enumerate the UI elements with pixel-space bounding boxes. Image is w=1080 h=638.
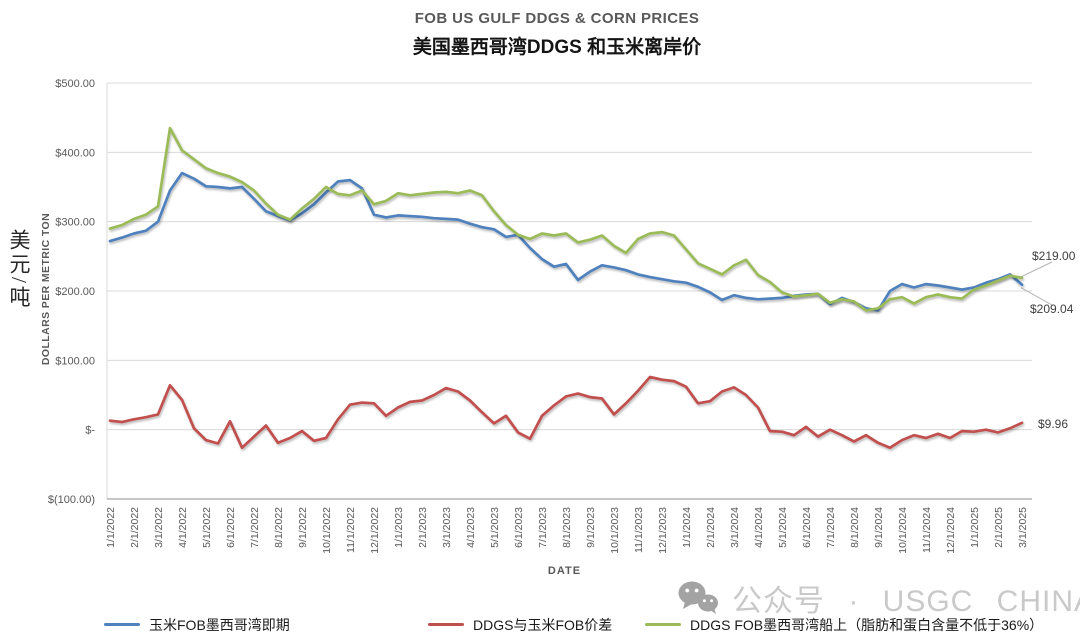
x-tick-label: 10/1/2023: [609, 507, 621, 554]
x-tick-label: 7/1/2022: [249, 507, 261, 548]
x-tick-label: 7/1/2023: [537, 507, 549, 548]
x-tick-label: 2/1/2024: [705, 507, 717, 548]
x-tick-label: 5/1/2024: [777, 507, 789, 548]
y-tick-label: $100.00: [55, 355, 95, 367]
x-tick-label: 4/1/2024: [753, 507, 765, 548]
legend-label-ddgs: DDGS FOB墨西哥湾船上（脂肪和蛋白含量不低于36%）: [690, 616, 1044, 633]
y-tick-label: $200.00: [55, 286, 95, 298]
x-tick-label: 2/1/2022: [129, 507, 141, 548]
chart-subtitle: 美国墨西哥湾DDGS 和玉米离岸价: [412, 37, 702, 58]
end-label-ddgs: $219.00: [1032, 249, 1076, 263]
legend-swatch-ddgs: [645, 622, 681, 627]
x-tick-label: 9/1/2022: [297, 507, 309, 548]
y-tick-label: $(100.00): [48, 494, 95, 506]
legend-label-corn: 玉米FOB墨西哥湾即期: [149, 616, 290, 633]
x-tick-label: 8/1/2024: [849, 507, 861, 548]
chart-title: FOB US GULF DDGS & CORN PRICES: [414, 10, 700, 27]
legend-swatch-spread: [428, 622, 464, 627]
end-label-spread: $9.96: [1038, 417, 1069, 431]
wechat-icon: [678, 581, 718, 614]
x-tick-label: 12/1/2024: [945, 507, 957, 554]
x-tick-label: 6/1/2022: [225, 507, 237, 548]
x-tick-label: 2/1/2025: [993, 507, 1005, 548]
x-tick-label: 4/1/2023: [465, 507, 477, 548]
legend: 玉米FOB墨西哥湾即期 DDGS与玉米FOB价差 DDGS FOB墨西哥湾船上（…: [0, 611, 1080, 638]
y-tick-label: $300.00: [55, 217, 95, 229]
series-line-0: [108, 171, 1024, 312]
x-tick-label: 3/1/2023: [441, 507, 453, 548]
legend-label-spread: DDGS与玉米FOB价差: [473, 616, 613, 633]
x-tick-label: 10/1/2022: [321, 507, 333, 554]
legend-item-corn: 玉米FOB墨西哥湾即期: [104, 611, 290, 638]
x-tick-label: 5/1/2023: [489, 507, 501, 548]
x-tick-label: 6/1/2024: [801, 507, 813, 548]
legend-item-ddgs: DDGS FOB墨西哥湾船上（脂肪和蛋白含量不低于36%）: [645, 611, 1043, 638]
leader-line-ddgs: [1018, 261, 1053, 279]
leader-line-corn: [1020, 287, 1053, 306]
y-tick-label: $-: [85, 425, 95, 437]
x-tick-label: 6/1/2023: [513, 507, 525, 548]
x-tick-label: 1/1/2025: [969, 507, 981, 548]
legend-item-spread: DDGS与玉米FOB价差: [428, 611, 612, 638]
x-tick-label: 9/1/2024: [873, 507, 885, 548]
x-tick-label: 11/1/2022: [345, 507, 357, 553]
x-tick-label: 11/1/2023: [633, 507, 645, 553]
x-tick-label: 12/1/2023: [657, 507, 669, 554]
y-axis-unit-label: 美元/吨: [7, 229, 31, 310]
x-tick-label: 7/1/2024: [825, 507, 837, 548]
x-tick-label: 1/1/2022: [105, 507, 117, 548]
y-tick-label: $500.00: [55, 78, 95, 90]
end-label-corn: $209.04: [1030, 302, 1074, 316]
x-tick-label: 10/1/2024: [897, 507, 909, 554]
x-tick-label: 3/1/2024: [729, 507, 741, 548]
x-tick-label: 3/1/2022: [153, 507, 165, 548]
x-tick-label: 1/1/2023: [393, 507, 405, 548]
x-tick-label: 3/1/2025: [1017, 507, 1029, 548]
x-tick-label: 4/1/2022: [177, 507, 189, 548]
watermark-text: 公众号 · USGC CHINA: [732, 585, 1080, 618]
x-tick-label: 1/1/2024: [681, 507, 693, 548]
series-line-1: [108, 375, 1024, 450]
y-tick-label: $400.00: [55, 147, 95, 159]
x-tick-label: 11/1/2024: [921, 507, 933, 553]
x-tick-label: 12/1/2022: [369, 507, 381, 554]
x-axis-title: DATE: [547, 565, 582, 577]
legend-swatch-corn: [104, 622, 140, 627]
series-line-2: [108, 126, 1024, 312]
x-tick-label: 2/1/2023: [417, 507, 429, 548]
x-tick-label: 5/1/2022: [201, 507, 213, 548]
watermark: 公众号 · USGC CHINA: [676, 576, 1080, 620]
x-tick-label: 8/1/2023: [561, 507, 573, 548]
x-tick-label: 8/1/2022: [273, 507, 285, 548]
x-tick-label: 9/1/2023: [585, 507, 597, 548]
